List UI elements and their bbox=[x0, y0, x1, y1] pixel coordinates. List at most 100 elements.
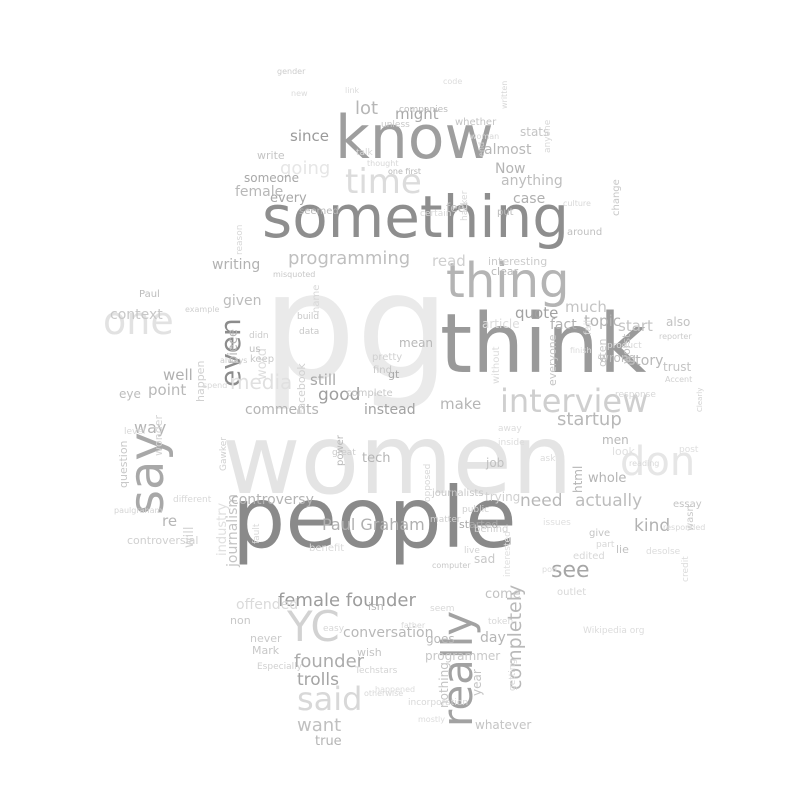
cloud-word: talk bbox=[356, 148, 373, 158]
cloud-word: keep bbox=[250, 354, 275, 365]
cloud-word: great bbox=[332, 448, 356, 458]
cloud-word: programming bbox=[288, 248, 411, 269]
cloud-word: trying bbox=[485, 490, 521, 504]
cloud-word: might bbox=[395, 105, 439, 123]
cloud-word: eye bbox=[119, 387, 141, 401]
cloud-word: female bbox=[235, 184, 284, 200]
cloud-word: otherwise bbox=[364, 689, 404, 698]
cloud-word: html bbox=[571, 465, 585, 493]
cloud-word: put bbox=[497, 207, 514, 218]
cloud-word: trust bbox=[663, 360, 692, 374]
cloud-word: started bbox=[459, 518, 499, 531]
cloud-word: controversial bbox=[127, 534, 199, 547]
cloud-word: stats bbox=[520, 125, 550, 139]
cloud-word: thing bbox=[446, 253, 570, 309]
cloud-word: need bbox=[520, 491, 563, 511]
cloud-word: fact bbox=[550, 317, 577, 333]
cloud-word: end bbox=[477, 141, 486, 157]
cloud-word: YC bbox=[287, 602, 340, 651]
cloud-word: clear bbox=[491, 265, 519, 278]
cloud-word: sad bbox=[474, 552, 496, 566]
cloud-word: benefit bbox=[309, 543, 345, 554]
cloud-word: different bbox=[173, 495, 212, 505]
cloud-word: offended bbox=[236, 597, 299, 613]
cloud-word: reading bbox=[629, 459, 660, 468]
cloud-word: lie bbox=[616, 543, 629, 556]
cloud-word: Techstars bbox=[355, 666, 398, 676]
cloud-word: new bbox=[291, 89, 308, 98]
cloud-word: paulgraham bbox=[114, 506, 163, 515]
cloud-word: said bbox=[297, 680, 363, 718]
cloud-word: gt bbox=[388, 368, 400, 381]
cloud-word: job bbox=[486, 456, 505, 470]
cloud-word: actually bbox=[575, 491, 643, 511]
cloud-word: fail bbox=[583, 319, 594, 335]
cloud-word: essay bbox=[673, 499, 702, 510]
cloud-word: pod bbox=[542, 565, 558, 574]
cloud-word: level bbox=[124, 427, 146, 437]
cloud-word: still bbox=[310, 371, 337, 389]
cloud-word: controversy bbox=[231, 492, 314, 508]
cloud-word: startup bbox=[557, 409, 622, 430]
cloud-word: didn bbox=[249, 331, 269, 341]
cloud-word: want bbox=[297, 715, 342, 736]
cloud-word: incorporation bbox=[408, 698, 469, 708]
cloud-word: quote bbox=[515, 304, 559, 322]
cloud-word: also bbox=[666, 315, 691, 329]
cloud-word: mean bbox=[399, 336, 434, 350]
cloud-word: woman bbox=[470, 132, 500, 141]
cloud-word: much bbox=[565, 298, 607, 316]
cloud-word: us bbox=[249, 344, 261, 355]
cloud-word: inside bbox=[498, 438, 525, 448]
cloud-word: see bbox=[551, 558, 590, 583]
cloud-word: computer bbox=[432, 561, 471, 570]
cloud-word: kind bbox=[634, 516, 671, 536]
cloud-word: feel bbox=[446, 201, 469, 215]
cloud-word: story bbox=[628, 353, 664, 369]
cloud-word: don bbox=[620, 439, 696, 485]
cloud-word: getting bbox=[508, 658, 518, 691]
cloud-word: think bbox=[440, 297, 647, 392]
cloud-word: give bbox=[589, 528, 611, 539]
cloud-word: whether bbox=[455, 117, 497, 128]
cloud-word: response bbox=[615, 390, 656, 400]
cloud-word: goes bbox=[426, 632, 455, 646]
cloud-word: given bbox=[223, 293, 262, 309]
cloud-word: non bbox=[230, 614, 251, 627]
cloud-word: companies bbox=[399, 105, 448, 115]
cloud-word: write bbox=[257, 149, 285, 162]
cloud-word: wish bbox=[357, 646, 382, 659]
cloud-word: conversation bbox=[343, 625, 434, 641]
cloud-word: Accent bbox=[665, 375, 693, 384]
cloud-word: context bbox=[110, 307, 163, 323]
cloud-word: written bbox=[500, 80, 509, 109]
cloud-word: change bbox=[611, 179, 622, 216]
cloud-word: product bbox=[607, 341, 642, 351]
cloud-word: thought bbox=[367, 159, 399, 168]
cloud-word: whole bbox=[588, 471, 627, 486]
cloud-word: men bbox=[602, 433, 629, 447]
cloud-word: media bbox=[230, 370, 293, 394]
cloud-word: public bbox=[462, 505, 490, 515]
cloud-word: women bbox=[222, 404, 573, 516]
cloud-word: one first bbox=[388, 167, 422, 176]
cloud-word: seemed bbox=[299, 206, 339, 217]
cloud-word: interesting bbox=[488, 255, 548, 268]
cloud-word: well bbox=[163, 366, 193, 384]
cloud-word: Facebook bbox=[295, 363, 308, 415]
cloud-word: misquoted bbox=[273, 270, 316, 279]
cloud-word: unless bbox=[381, 120, 410, 130]
cloud-word: everyone bbox=[546, 334, 559, 386]
cloud-word: behind bbox=[474, 524, 509, 535]
cloud-word: easy bbox=[323, 624, 345, 634]
cloud-word: someone bbox=[244, 171, 299, 185]
cloud-word: Gawker bbox=[219, 437, 229, 471]
cloud-word: look bbox=[612, 445, 635, 458]
cloud-word: spend bbox=[203, 381, 228, 390]
cloud-word: day bbox=[480, 630, 506, 646]
cloud-word: instead bbox=[364, 402, 416, 418]
cloud-word: code bbox=[443, 77, 463, 86]
cloud-word: good bbox=[318, 385, 361, 405]
cloud-word: people bbox=[232, 469, 517, 567]
